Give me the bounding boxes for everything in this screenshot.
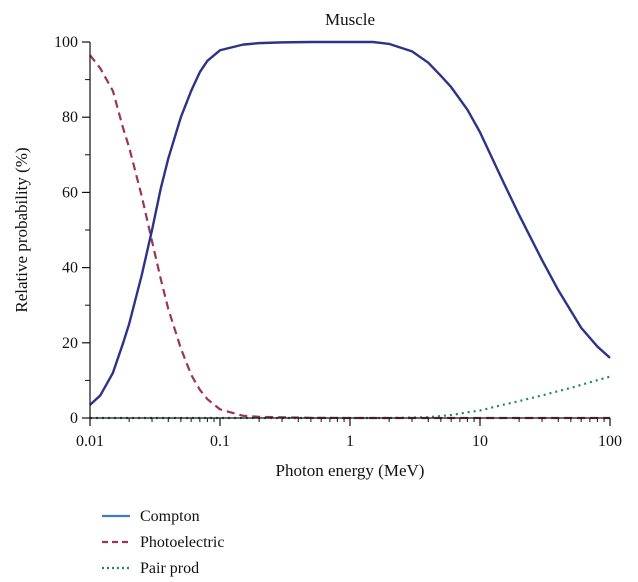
y-tick-label: 80 xyxy=(62,109,78,126)
x-tick-label: 0.1 xyxy=(210,433,230,450)
x-tick-label: 1 xyxy=(346,433,354,450)
series-line-photoelectric xyxy=(89,54,610,420)
series-line-compton xyxy=(89,40,611,406)
chart-title: Muscle xyxy=(325,10,375,29)
plot-lines xyxy=(89,40,611,420)
y-tick-label: 100 xyxy=(54,34,78,51)
legend: Compton Photoelectric Pair prod xyxy=(102,508,224,577)
y-tick-label: 60 xyxy=(62,184,78,201)
legend-label: Pair prod xyxy=(140,560,199,577)
x-tick-label: 0.01 xyxy=(76,433,104,450)
y-axis-label: Relative probability (%) xyxy=(12,147,31,312)
y-tick-label: 40 xyxy=(62,260,78,277)
x-tick-label: 100 xyxy=(598,433,622,450)
x-ticks: 0.01 0.1 1 10 100 xyxy=(76,418,622,450)
legend-label: Compton xyxy=(140,508,200,525)
legend-label: Photoelectric xyxy=(140,534,224,551)
x-axis-label: Photon energy (MeV) xyxy=(276,461,425,480)
series-line-pair-prod xyxy=(90,375,611,420)
y-tick-label: 0 xyxy=(70,410,78,427)
x-tick-label: 10 xyxy=(472,433,488,450)
axes: 0 20 40 60 80 100 0.01 0.1 1 10 100 xyxy=(54,34,622,450)
y-tick-label: 20 xyxy=(62,335,78,352)
y-ticks: 0 20 40 60 80 100 xyxy=(54,34,90,427)
